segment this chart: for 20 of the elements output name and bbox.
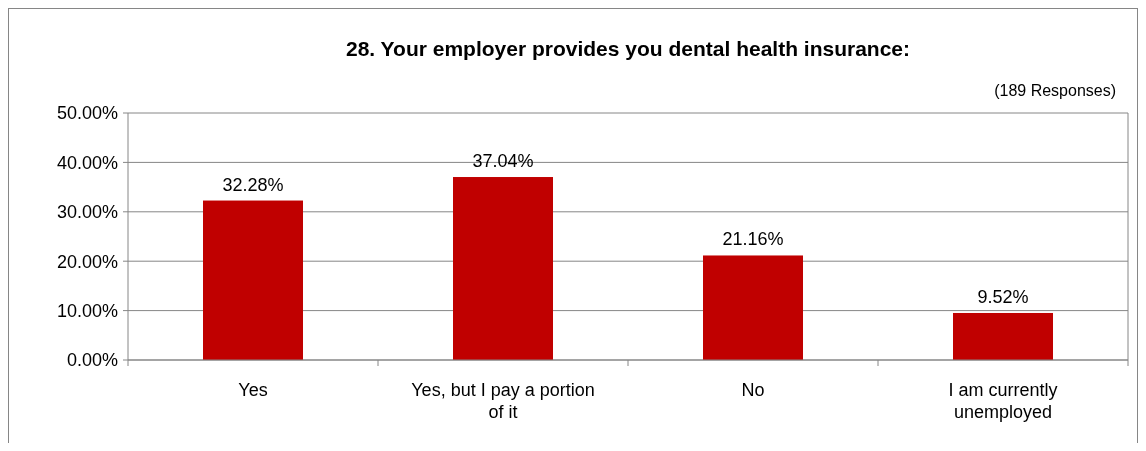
y-tick-label: 20.00% (56, 251, 118, 272)
bar (703, 255, 803, 360)
bar (203, 200, 303, 360)
y-tick-label: 40.00% (56, 152, 118, 173)
chart-title: 28. Your employer provides you dental health insurance: (345, 37, 911, 60)
data-label: 32.28% (222, 174, 284, 195)
y-tick-label: 30.00% (56, 202, 118, 223)
data-label: 37.04% (472, 151, 534, 172)
x-tick-label: I am currently unemployed (948, 380, 1058, 422)
x-tick-label: Yes, but I pay a portion of it (411, 380, 595, 422)
y-tick-label: 0.00% (66, 350, 118, 371)
bar (953, 312, 1053, 360)
y-tick-label: 10.00% (56, 300, 118, 321)
data-label: 9.52% (977, 286, 1029, 307)
y-tick-label: 50.00% (56, 103, 118, 124)
data-label: 21.16% (722, 229, 784, 250)
x-tick-label: No (741, 380, 765, 400)
text: (189 Responses) (994, 82, 1116, 99)
bar (453, 177, 553, 360)
x-tick-label: Yes (238, 380, 268, 400)
